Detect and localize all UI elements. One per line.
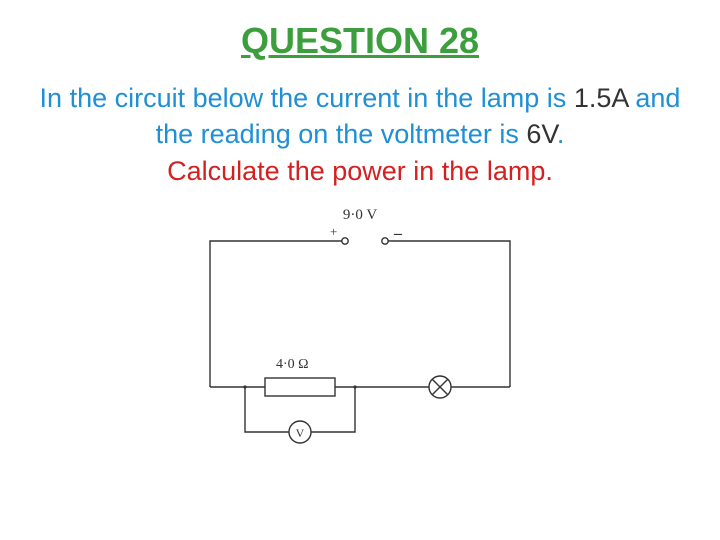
- question-text: In the circuit below the current in the …: [30, 80, 690, 189]
- supply-voltage-label: 9·0 V: [190, 207, 530, 224]
- voltmeter-label: V: [296, 426, 305, 440]
- page-title: QUESTION 28: [241, 20, 479, 62]
- wire-voltmeter-left: [245, 387, 289, 432]
- question-punct: .: [557, 119, 565, 149]
- junction-right: [353, 386, 356, 389]
- positive-terminal-icon: [342, 238, 348, 244]
- current-value: 1.5A: [574, 83, 628, 113]
- circuit-svg: + – V: [190, 207, 530, 467]
- plus-label: +: [330, 224, 337, 239]
- wire-voltmeter-right: [311, 387, 355, 432]
- minus-label: –: [393, 225, 403, 242]
- voltage-value: 6V: [526, 119, 557, 149]
- negative-terminal-icon: [382, 238, 388, 244]
- question-instruction: Calculate the power in the lamp.: [30, 153, 690, 189]
- question-segment-1: In the circuit below the current in the …: [40, 83, 574, 113]
- junction-left: [243, 386, 246, 389]
- resistor-icon: [265, 378, 335, 396]
- circuit-diagram: 9·0 V 4·0 Ω + –: [190, 207, 530, 467]
- wire-top-right: [388, 241, 510, 387]
- resistor-value-label: 4·0 Ω: [276, 357, 309, 373]
